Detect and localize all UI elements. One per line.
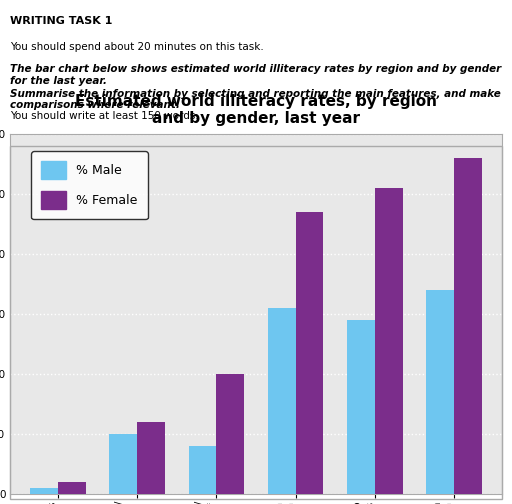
Bar xyxy=(295,212,324,494)
Bar xyxy=(110,434,137,494)
Bar xyxy=(454,158,482,494)
Bar xyxy=(375,188,402,494)
Title: Estimated world illiteracy rates, by region
and by gender, last year: Estimated world illiteracy rates, by reg… xyxy=(75,94,437,126)
Text: The bar chart below shows estimated world illiteracy rates by region and by gend: The bar chart below shows estimated worl… xyxy=(10,64,501,86)
Bar xyxy=(137,422,165,494)
Text: Summarise the information by selecting and reporting the main features, and make: Summarise the information by selecting a… xyxy=(10,89,501,110)
Legend: % Male, % Female: % Male, % Female xyxy=(31,151,147,219)
Bar xyxy=(268,308,295,494)
Text: You should write at least 150 words.: You should write at least 150 words. xyxy=(10,111,199,121)
Bar xyxy=(217,374,244,494)
Bar xyxy=(30,488,58,494)
Bar xyxy=(426,290,454,494)
Bar xyxy=(188,446,217,494)
Bar xyxy=(347,320,375,494)
Bar xyxy=(58,482,86,494)
Text: WRITING TASK 1: WRITING TASK 1 xyxy=(10,16,113,26)
Text: You should spend about 20 minutes on this task.: You should spend about 20 minutes on thi… xyxy=(10,41,264,51)
